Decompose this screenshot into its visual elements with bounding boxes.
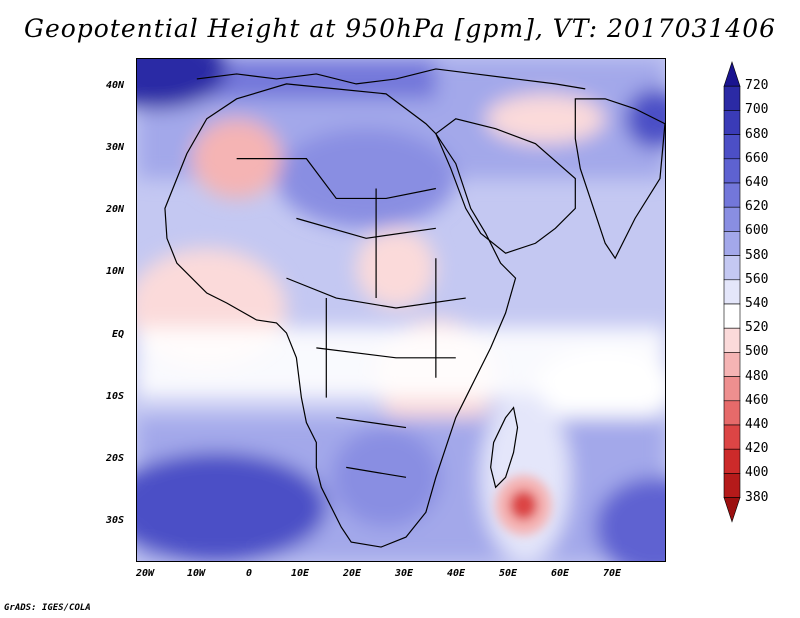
field-sahara-high [276,128,456,229]
lon-label-50e: 50E [499,568,518,579]
lat-label-30s: 30S [105,515,124,526]
lat-label-20s: 20S [105,453,124,464]
chart-title: Geopotential Height at 950hPa [gpm], VT:… [23,14,777,43]
colorbar-label: 480 [745,368,769,384]
lat-label-eq: EQ [111,329,124,340]
field-ne-corner [625,88,665,149]
colorbar-label: 560 [745,271,769,287]
colorbar-label: 540 [745,296,769,311]
field-indian-neutral [535,347,665,428]
africa-borders [236,158,466,478]
lon-label-10w: 10W [187,568,206,579]
colorbar-cell [723,134,741,160]
lon-label-70e: 70E [603,568,622,579]
colorbar-label: 380 [745,489,769,505]
low-core-field [495,475,552,536]
colorbar-label: 440 [745,417,769,432]
colorbar-label: 400 [745,465,769,481]
lat-label-20n: 20N [105,204,124,215]
colorbar-cell [723,327,741,353]
colorbar-label: 420 [745,441,769,457]
colorbar-label: 580 [745,247,769,263]
colorbar-cell [723,376,741,402]
madagascar-outline [490,406,519,489]
colorbar-cell [723,110,741,135]
africa-coastline [164,83,517,548]
colorbar-label: 500 [745,344,769,360]
lat-label-10s: 10S [105,391,124,402]
field-nw-corner [137,59,227,109]
colorbar-cell [723,279,741,305]
colorbar-cell [723,182,741,208]
colorbar-cell [723,352,741,377]
colorbar-cell [723,497,741,523]
colorbar-cell [723,400,741,426]
colorbar-label: 460 [745,392,769,408]
field-southafrica-high [331,427,441,528]
lon-label-20w: 20W [136,568,155,579]
colorbar-cell [723,303,741,329]
colorbar-cell [723,255,741,281]
grads-credit: GrADS: IGES/COLA [4,603,91,613]
lon-label-20e: 20E [343,568,362,579]
india-coastline [574,98,665,260]
colorbar-label: 700 [745,102,769,118]
arabia-coastline [435,118,576,254]
lon-label-10e: 10E [291,568,310,579]
colorbar-cell [723,158,741,184]
colorbar-cell [723,448,741,474]
colorbar-cell [723,231,741,256]
colorbar-cell [723,424,741,450]
colorbar-cell [723,61,741,87]
europe-coastline [196,68,586,90]
lon-label-40e: 40E [447,568,466,579]
field-sw-high [137,452,327,561]
lon-label-60e: 60E [551,568,570,579]
map-panel [136,58,666,562]
colorbar-label: 620 [745,199,769,215]
field-westafrica-low [191,118,282,199]
colorbar-cell [723,85,741,111]
colorbar-cell [723,206,741,232]
lat-label-40n: 40N [105,80,124,91]
coastlines [164,68,665,548]
colorbar-label: 520 [745,320,769,336]
lat-label-30n: 30N [105,142,124,153]
colorbar-label: 720 [745,78,769,94]
colorbar-label: 660 [745,150,769,166]
field-low-core-inner [509,490,538,521]
lat-label-10n: 10N [105,266,124,277]
lon-label-30e: 30E [395,568,414,579]
field-se-high [595,477,665,561]
colorbar-cell [723,473,741,498]
lon-label-0: 0 [246,568,253,579]
colorbar-label: 680 [745,126,769,142]
colorbar-label: 640 [745,175,769,190]
colorbar-label: 600 [745,223,769,239]
